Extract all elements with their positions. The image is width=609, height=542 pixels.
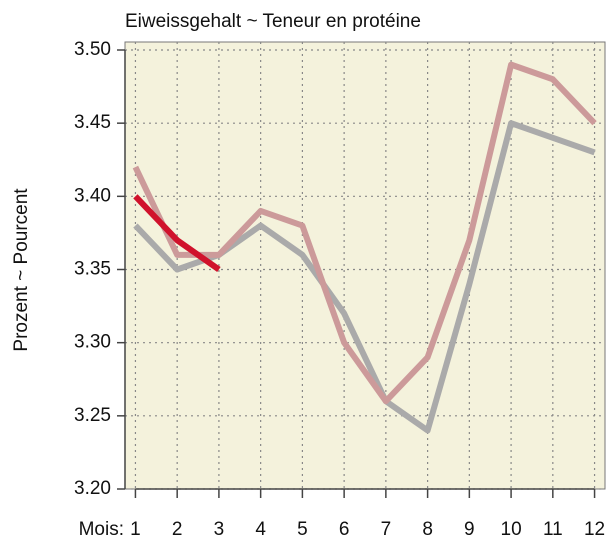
y-tick-label: 3.40 <box>74 185 111 206</box>
x-tick-label: 7 <box>381 519 392 540</box>
x-tick-label: 12 <box>584 519 605 540</box>
y-tick-label: 3.50 <box>74 39 111 60</box>
y-tick-label: 3.45 <box>74 112 111 133</box>
x-tick-label: 4 <box>255 519 266 540</box>
y-tick-label: 3.20 <box>74 478 111 499</box>
chart-title: Eiweissgehalt ~ Teneur en protéine <box>125 11 421 32</box>
y-tick-label: 3.35 <box>74 259 111 280</box>
x-tick-label: 1 <box>130 519 141 540</box>
x-tick-label: 11 <box>543 519 563 540</box>
x-tick-label: 5 <box>297 519 308 540</box>
x-axis-label: Mois: <box>79 519 124 540</box>
x-tick-label: 9 <box>464 519 475 540</box>
y-axis-label: Prozent ~ Pourcent <box>11 188 32 352</box>
y-tick-label: 3.30 <box>74 332 111 353</box>
plot-background <box>124 41 606 490</box>
line-series <box>132 61 597 405</box>
line-series <box>133 194 221 272</box>
x-tick-label: 2 <box>172 519 183 540</box>
x-tick-label: 3 <box>214 519 225 540</box>
x-tick-label: 10 <box>501 519 522 540</box>
x-tick-label: 8 <box>422 519 433 540</box>
y-tick-label: 3.25 <box>74 405 111 426</box>
x-tick-label: 6 <box>339 519 350 540</box>
